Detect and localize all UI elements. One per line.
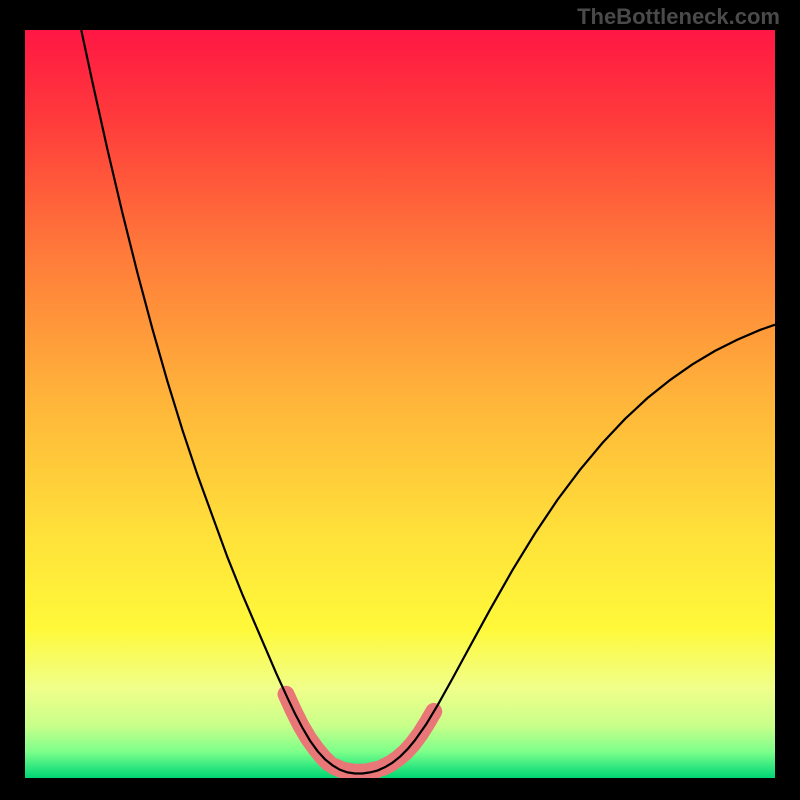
chart-area (25, 30, 775, 778)
optimal-zone-highlight (286, 694, 434, 772)
highlight-segment (383, 711, 434, 767)
bottleneck-curve (25, 30, 775, 778)
watermark-text: TheBottleneck.com (577, 4, 780, 30)
performance-curve-line (81, 30, 775, 774)
highlight-segment (286, 694, 329, 763)
